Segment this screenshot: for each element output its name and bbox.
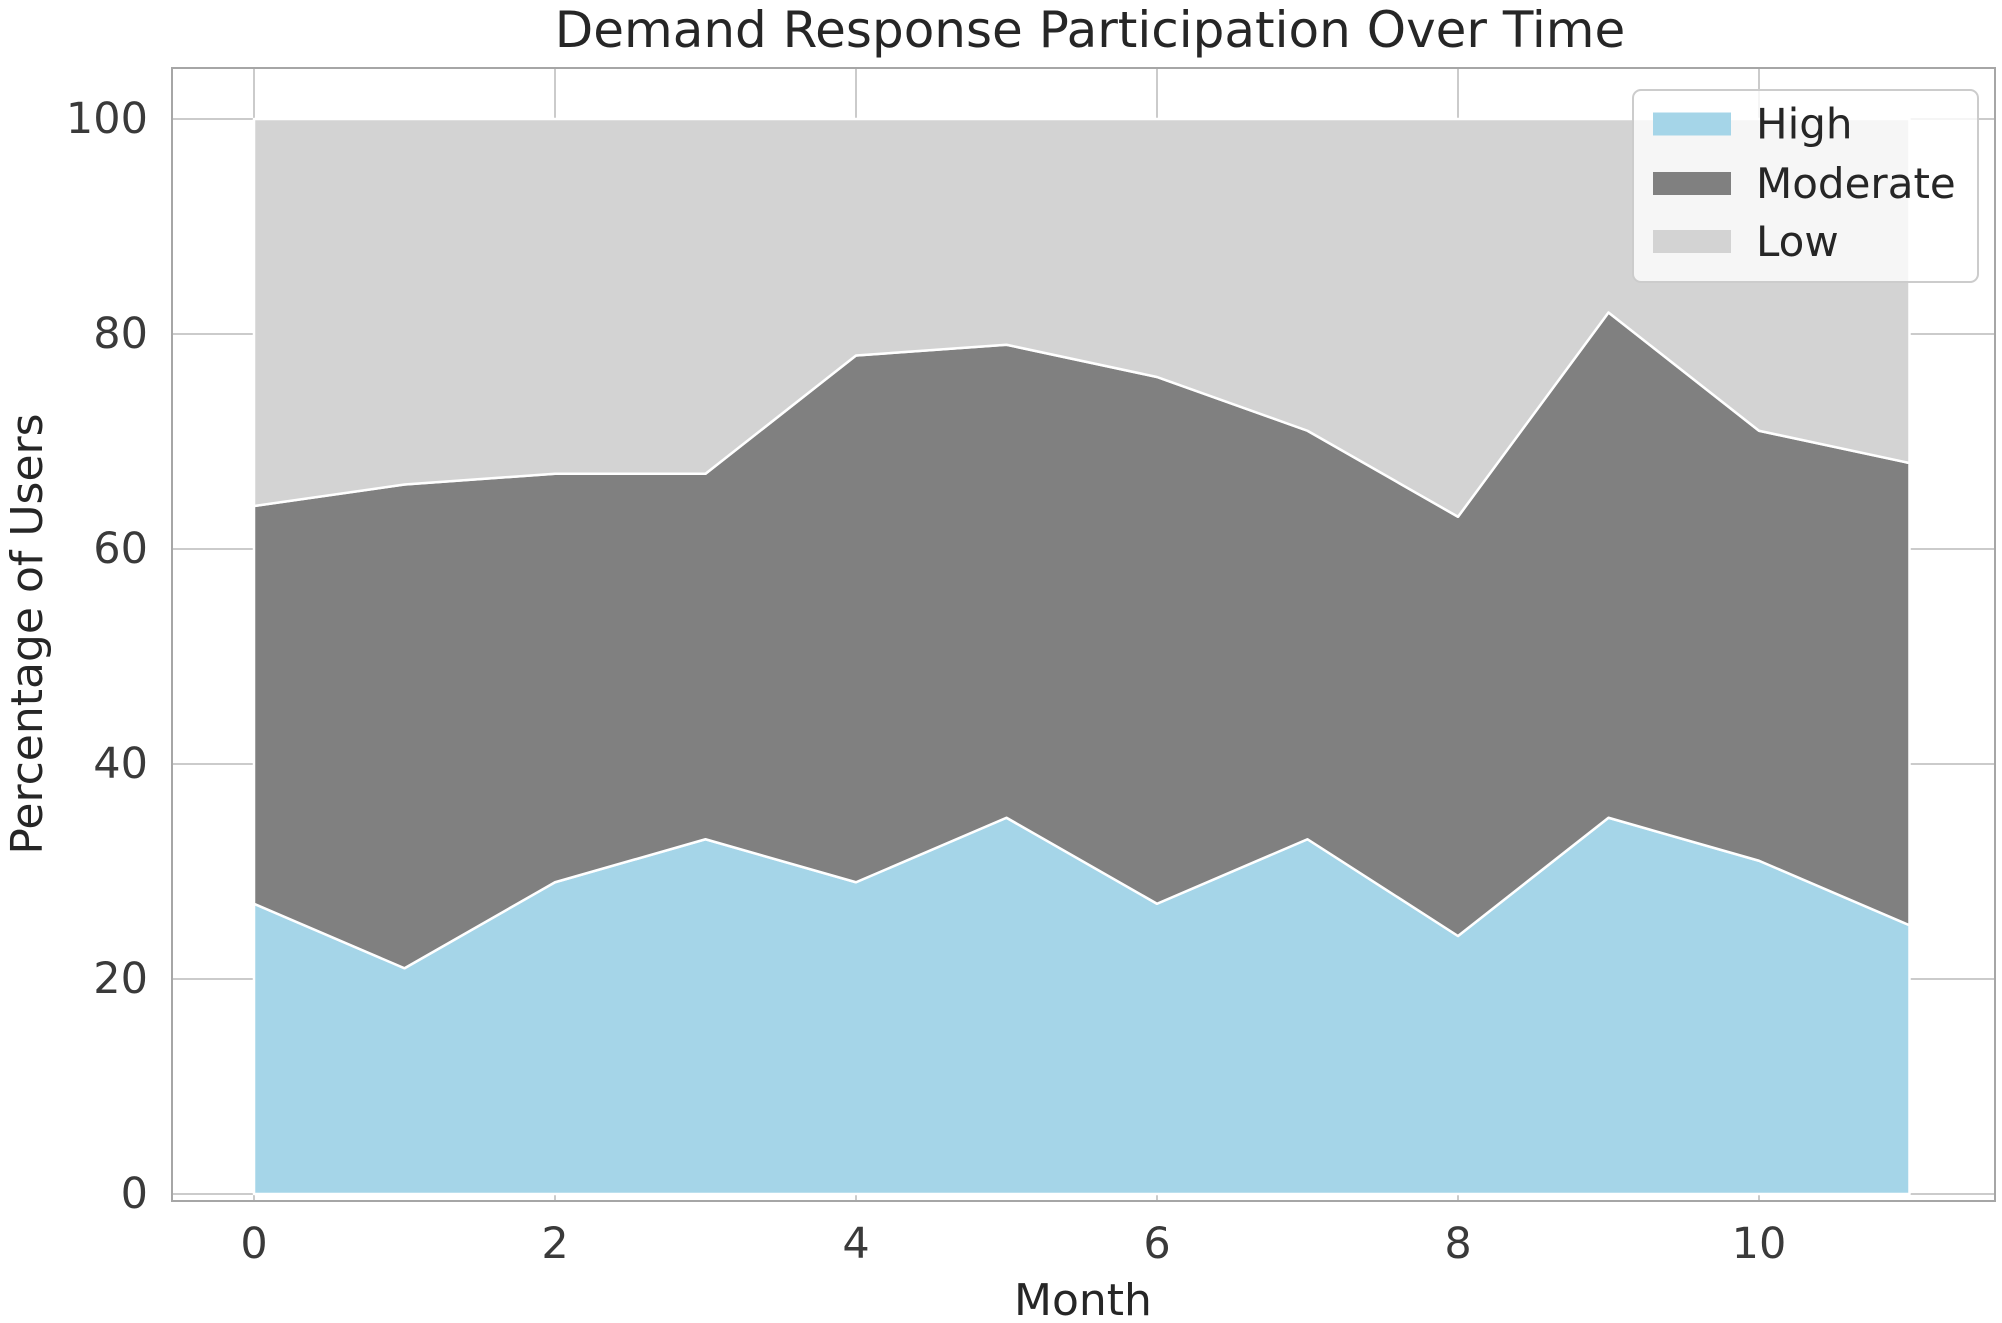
x-tick-label: 0 [240, 1219, 267, 1269]
y-tick-label: 80 [93, 309, 148, 359]
y-tick-label: 100 [66, 94, 148, 144]
legend-swatch-high [1653, 112, 1731, 136]
y-tick-label: 0 [121, 1169, 148, 1219]
y-axis-label: Percentage of Users [2, 413, 53, 854]
chart-title: Demand Response Participation Over Time [555, 1, 1626, 59]
y-tick-labels: 0 20 40 60 80 100 [66, 94, 148, 1219]
x-tick-label: 4 [842, 1219, 869, 1269]
x-tick-label: 2 [541, 1219, 568, 1269]
x-axis-label: Month [1014, 1275, 1152, 1323]
area-layer [252, 117, 1911, 1196]
x-tick-labels: 0 2 4 6 8 10 [240, 1219, 1786, 1269]
legend-label-moderate: Moderate [1756, 159, 1956, 208]
plot-border [171, 67, 1996, 1202]
legend: High Moderate Low [1632, 89, 1979, 283]
legend-swatch-moderate [1653, 172, 1731, 195]
y-tick-label: 60 [93, 524, 148, 574]
y-tick-label: 40 [93, 739, 148, 789]
x-tick-label: 8 [1444, 1219, 1471, 1269]
x-tick-label: 6 [1143, 1219, 1170, 1269]
legend-swatch-low [1653, 230, 1731, 253]
y-tick-label: 20 [93, 954, 148, 1004]
x-tick-label: 10 [1732, 1219, 1787, 1269]
legend-label-high: High [1756, 100, 1853, 149]
legend-label-low: Low [1756, 217, 1839, 266]
